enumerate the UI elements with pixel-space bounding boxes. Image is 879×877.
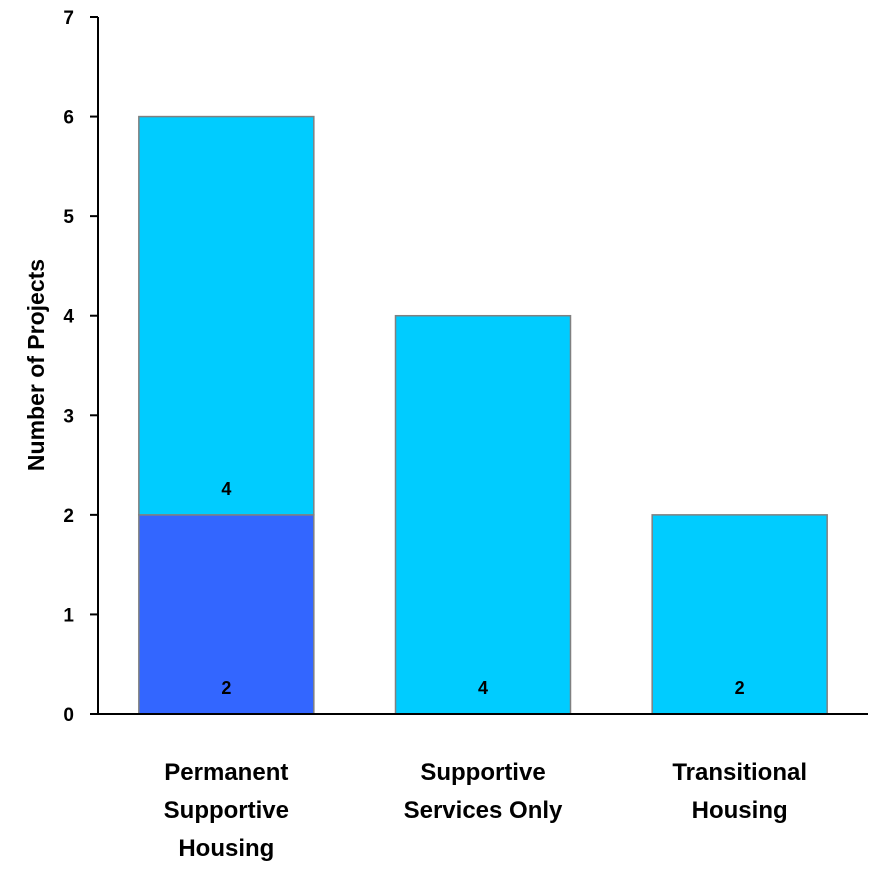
- bars-layer: [138, 115, 828, 715]
- y-tick-label: 1: [63, 605, 74, 626]
- y-axis-title: Number of Projects: [23, 259, 49, 471]
- x-category-label: Permanent Supportive Housing: [164, 759, 289, 862]
- axes-layer: [90, 16, 868, 715]
- bar-segment: [138, 115, 315, 516]
- y-tick-label: 2: [63, 506, 74, 527]
- x-category-label: Transitional Housing: [672, 759, 807, 824]
- labels-layer: 2 4 Permanent Supportive Housing 4 Supportive S…: [63, 8, 807, 862]
- data-label: 4: [478, 678, 488, 698]
- y-tick-label: 7: [63, 8, 74, 29]
- data-label: 2: [735, 678, 745, 698]
- bar-segment: [138, 514, 315, 715]
- data-label: 4: [221, 479, 231, 499]
- bar-segment: [394, 314, 572, 715]
- data-label: 2: [221, 678, 231, 698]
- y-tick-label: 5: [63, 207, 74, 228]
- y-tick-label: 4: [63, 307, 74, 328]
- x-category-label: Supportive Services Only: [404, 759, 563, 824]
- y-tick-label: 0: [63, 705, 74, 726]
- y-tick-label: 6: [63, 108, 74, 129]
- y-tick-label: 3: [63, 406, 74, 427]
- bar-segment: [651, 514, 828, 715]
